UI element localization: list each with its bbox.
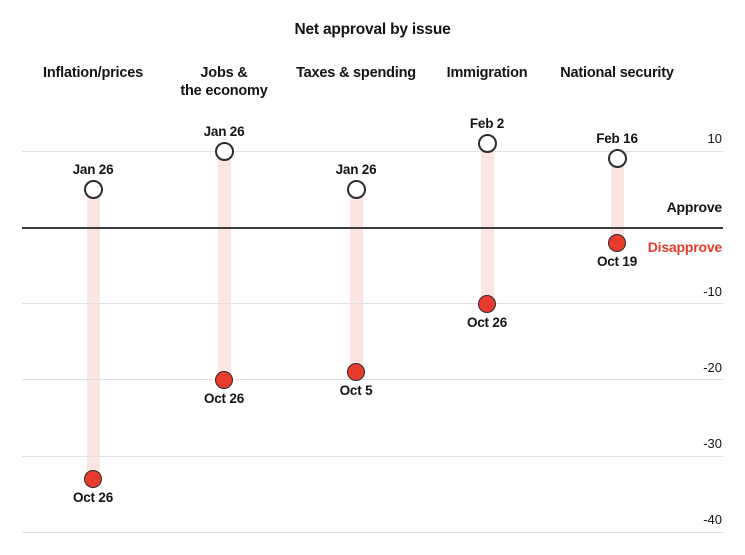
column-header: Taxes & spending	[296, 65, 416, 81]
start-date-label: Jan 26	[335, 161, 377, 177]
zero-line	[22, 226, 723, 229]
column-header: Jobs & the economy	[180, 65, 268, 99]
end-marker-circle	[608, 233, 626, 252]
y-axis-tick-label: -30	[703, 436, 722, 452]
y-axis-tick-label: -20	[703, 359, 722, 375]
end-date-label: Oct 19	[596, 253, 638, 269]
y-axis-tick-label: 10	[707, 131, 722, 147]
gridline	[22, 379, 723, 381]
end-date-label: Oct 5	[339, 383, 373, 399]
start-marker-circle	[83, 179, 103, 199]
end-marker-circle	[84, 469, 102, 488]
range-band	[86, 189, 100, 479]
start-date-label: Jan 26	[203, 123, 245, 139]
column-header: Inflation/prices	[43, 65, 143, 81]
start-date-label: Jan 26	[72, 161, 114, 177]
end-marker-circle	[215, 370, 233, 389]
y-axis-tick-label: -10	[703, 283, 722, 299]
gridline	[22, 303, 723, 305]
start-marker-circle	[346, 179, 366, 199]
end-marker-circle	[478, 294, 496, 313]
gridline	[22, 531, 723, 533]
column-header: Immigration	[446, 65, 528, 81]
start-marker-circle	[477, 134, 497, 154]
end-date-label: Oct 26	[203, 390, 245, 406]
gridline	[22, 455, 723, 457]
disapprove-label: Disapprove	[647, 239, 722, 255]
start-marker-circle	[214, 141, 234, 161]
range-band	[480, 143, 494, 304]
column-header: National security	[560, 65, 674, 81]
range-band	[217, 151, 231, 380]
y-axis-tick-label: -40	[703, 512, 722, 528]
gridline	[22, 150, 723, 152]
start-date-label: Feb 16	[596, 131, 638, 147]
end-date-label: Oct 26	[72, 489, 114, 505]
chart-title: Net approval by issue	[294, 21, 451, 38]
range-band	[610, 158, 624, 243]
range-band	[349, 189, 363, 373]
start-date-label: Feb 2	[469, 116, 505, 132]
start-marker-circle	[607, 149, 627, 169]
end-date-label: Oct 26	[466, 314, 508, 330]
approve-label: Approve	[666, 199, 723, 215]
end-marker-circle	[347, 363, 365, 382]
